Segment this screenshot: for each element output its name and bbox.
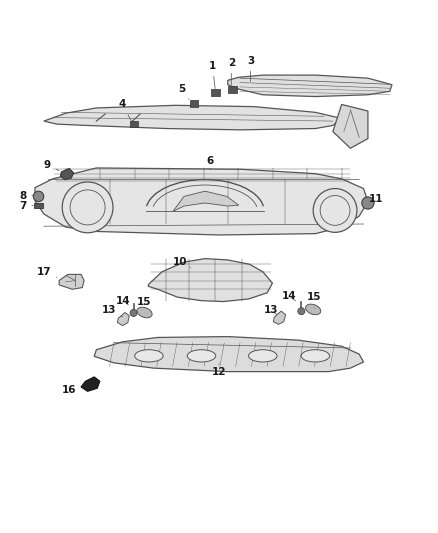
- Polygon shape: [173, 191, 239, 211]
- Polygon shape: [59, 274, 84, 289]
- Bar: [211, 89, 220, 96]
- Polygon shape: [94, 336, 364, 372]
- Ellipse shape: [306, 304, 321, 314]
- Polygon shape: [148, 259, 272, 302]
- Text: 17: 17: [36, 266, 57, 278]
- Text: 14: 14: [116, 296, 131, 305]
- Bar: [190, 100, 198, 107]
- Polygon shape: [81, 377, 100, 391]
- Text: 2: 2: [228, 58, 235, 85]
- Text: 12: 12: [212, 364, 226, 377]
- Ellipse shape: [135, 350, 163, 362]
- Text: 5: 5: [178, 84, 189, 100]
- Text: 11: 11: [368, 193, 383, 204]
- Polygon shape: [117, 312, 129, 326]
- Ellipse shape: [249, 350, 277, 362]
- Circle shape: [62, 182, 113, 233]
- Bar: [34, 203, 43, 208]
- Bar: [228, 86, 237, 93]
- Text: 15: 15: [307, 292, 322, 308]
- Text: 7: 7: [19, 201, 33, 211]
- Circle shape: [130, 310, 137, 317]
- Text: 10: 10: [172, 257, 191, 268]
- Polygon shape: [60, 168, 74, 180]
- Circle shape: [362, 197, 374, 209]
- Circle shape: [298, 308, 305, 314]
- Text: 15: 15: [136, 296, 151, 306]
- Ellipse shape: [187, 350, 216, 362]
- Text: 3: 3: [247, 55, 254, 82]
- Ellipse shape: [301, 350, 330, 362]
- Bar: [130, 121, 138, 127]
- Text: 13: 13: [264, 305, 279, 316]
- Text: 1: 1: [209, 61, 216, 88]
- Polygon shape: [44, 106, 342, 130]
- Polygon shape: [333, 104, 368, 148]
- Text: 16: 16: [62, 385, 83, 395]
- Circle shape: [33, 191, 44, 201]
- Text: 9: 9: [44, 160, 59, 171]
- Ellipse shape: [137, 307, 152, 318]
- Text: 13: 13: [101, 305, 123, 317]
- Text: 14: 14: [282, 291, 297, 301]
- Polygon shape: [273, 311, 286, 324]
- Circle shape: [313, 189, 357, 232]
- Polygon shape: [228, 75, 392, 96]
- Text: 4: 4: [119, 100, 131, 120]
- Text: 8: 8: [19, 190, 33, 200]
- Polygon shape: [35, 168, 368, 235]
- Text: 6: 6: [207, 156, 214, 169]
